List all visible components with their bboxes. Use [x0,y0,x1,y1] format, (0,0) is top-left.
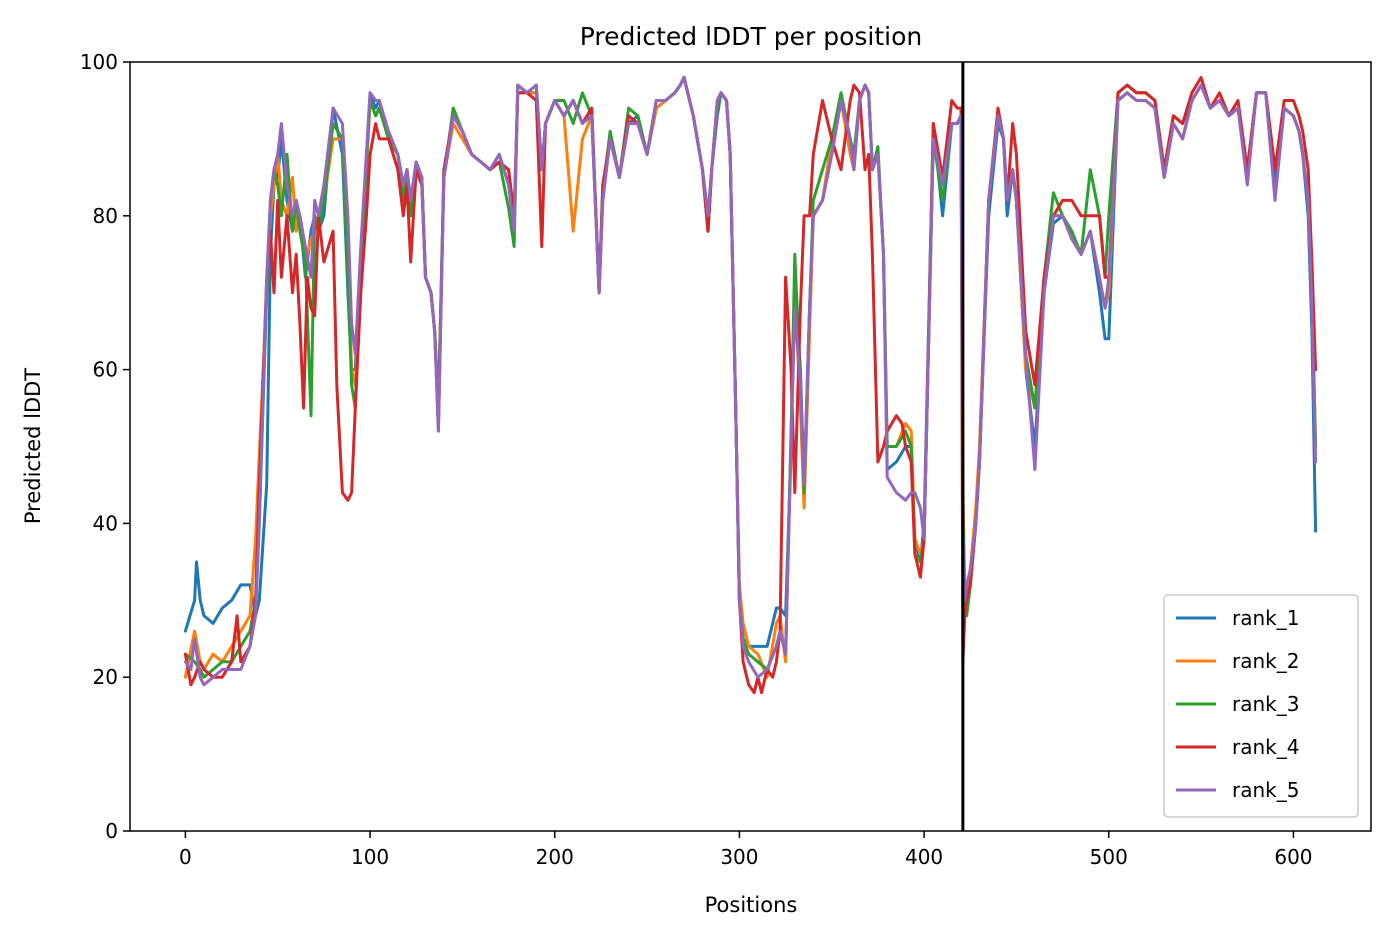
plot-frame [129,61,1372,832]
y-tick-label: 40 [93,511,118,535]
y-tick-label: 60 [93,358,118,382]
legend-label-rank-2: rank_2 [1232,649,1299,673]
y-tick-label: 20 [93,665,118,689]
y-axis-label: Predicted lDDT [21,368,45,524]
x-tick-label: 200 [536,845,574,869]
y-axis-ticks: 0 20 40 60 80 100 [80,50,130,843]
y-tick-label: 0 [105,819,118,843]
x-axis-label: Positions [705,893,798,917]
legend: rank_1 rank_2 rank_3 rank_4 rank_5 [1163,594,1359,818]
x-tick-label: 400 [905,845,943,869]
y-tick-label: 80 [93,204,118,228]
chart-title: Predicted lDDT per position [580,22,922,51]
series-line-rank-5 [183,75,1318,687]
y-tick-label: 100 [80,50,118,74]
x-axis-ticks: 0 100 200 300 400 500 600 [179,831,1313,869]
legend-label-rank-1: rank_1 [1232,606,1299,630]
x-tick-label: 100 [351,845,389,869]
legend-label-rank-5: rank_5 [1232,778,1299,802]
x-tick-label: 0 [179,845,192,869]
series-lines [183,75,1318,695]
x-tick-label: 300 [720,845,758,869]
legend-box [1163,594,1359,818]
legend-label-rank-4: rank_4 [1232,735,1299,759]
x-tick-label: 500 [1090,845,1128,869]
x-tick-label: 600 [1274,845,1312,869]
legend-label-rank-3: rank_3 [1232,692,1299,716]
